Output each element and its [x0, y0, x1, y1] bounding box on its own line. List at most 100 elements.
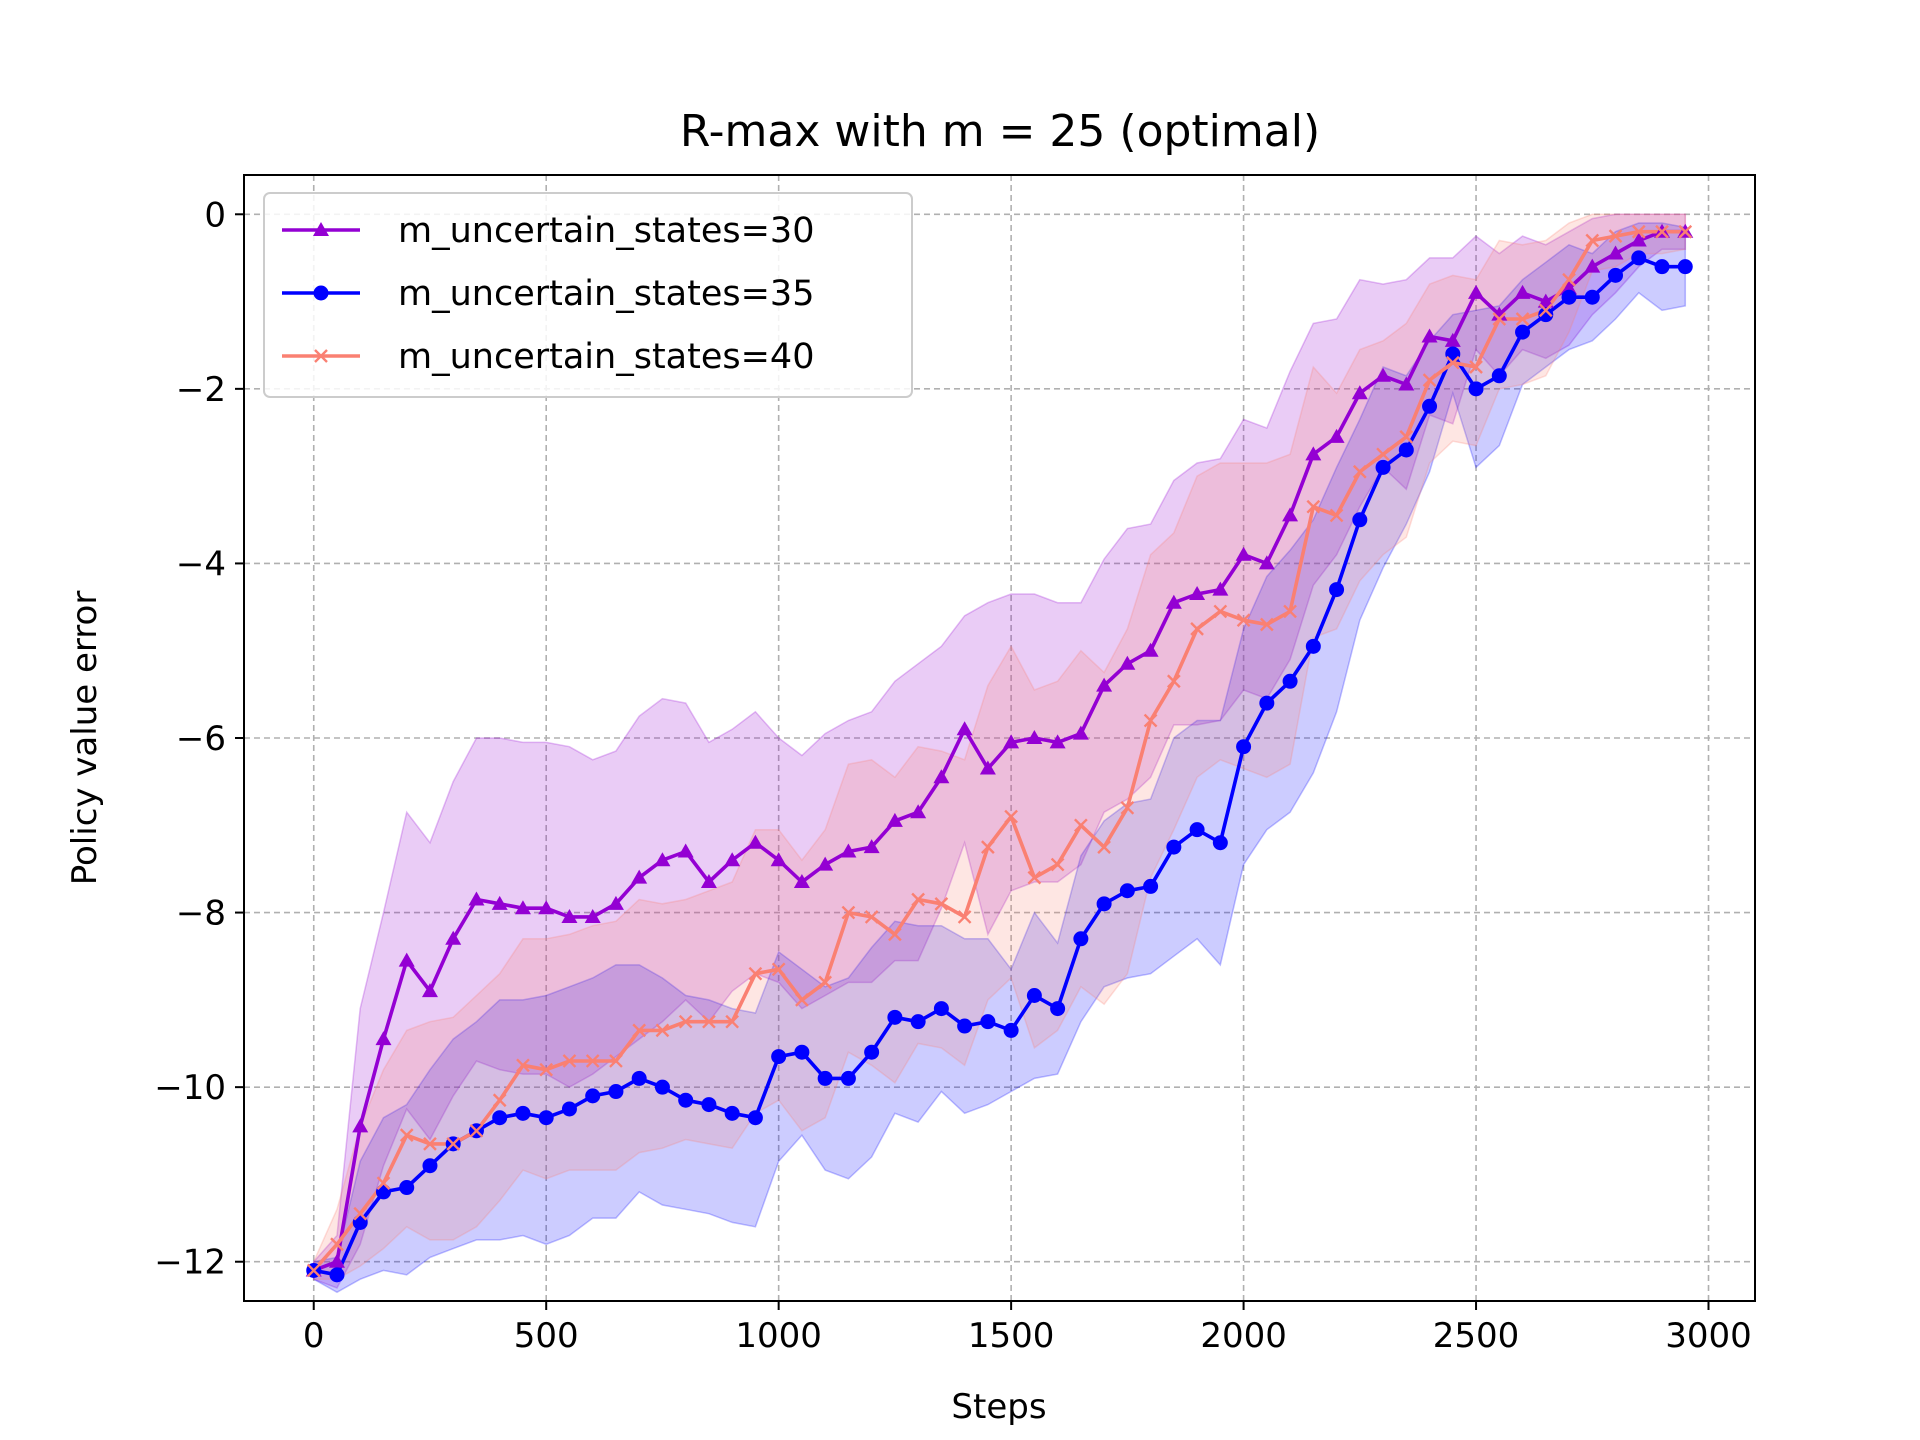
- data-point-marker: [1584, 258, 1601, 273]
- data-point-marker: [1608, 267, 1624, 283]
- data-point-marker: [609, 1054, 623, 1068]
- data-point-marker: [980, 1014, 996, 1030]
- data-point-marker: [584, 908, 601, 923]
- data-point-marker: [1259, 617, 1274, 632]
- data-point-marker: [793, 874, 810, 889]
- data-point-marker: [863, 839, 880, 854]
- data-point-marker: [421, 983, 438, 998]
- data-point-marker: [538, 1110, 554, 1126]
- data-point-marker: [1445, 355, 1460, 370]
- data-point-marker: [313, 285, 329, 301]
- data-point-marker: [979, 760, 996, 775]
- data-point-marker: [1305, 446, 1322, 461]
- data-point-marker: [1050, 1001, 1066, 1017]
- data-point-marker: [770, 852, 787, 867]
- data-point-marker: [1329, 508, 1344, 523]
- data-point-marker: [1120, 800, 1135, 815]
- data-point-marker: [1027, 870, 1042, 885]
- data-point-marker: [910, 1014, 926, 1030]
- data-point-marker: [1143, 713, 1158, 728]
- data-point-marker: [423, 1137, 437, 1151]
- data-point-marker: [1469, 360, 1483, 374]
- chart-title: R-max with m = 25 (optimal): [680, 106, 1320, 157]
- data-point-marker: [1376, 447, 1390, 462]
- data-point-marker: [841, 905, 856, 920]
- data-point-marker: [1561, 289, 1577, 305]
- data-point-marker: [1352, 512, 1368, 528]
- data-point-marker: [1654, 259, 1670, 275]
- data-point-marker: [1468, 284, 1485, 299]
- data-point-marker: [748, 966, 763, 981]
- data-point-marker: [934, 896, 949, 911]
- legend-label: m_uncertain_states=35: [398, 274, 814, 314]
- y-tick-label: −6: [176, 719, 226, 759]
- data-point-marker: [1073, 931, 1089, 947]
- data-point-marker: [1468, 381, 1484, 397]
- data-point-marker: [910, 804, 927, 819]
- data-point-marker: [516, 1058, 530, 1073]
- data-point-marker: [608, 1084, 624, 1100]
- data-point-marker: [1398, 376, 1415, 391]
- x-tick-label: 2000: [1200, 1316, 1287, 1356]
- data-point-marker: [1538, 307, 1554, 323]
- data-point-marker: [888, 927, 902, 942]
- data-point-marker: [840, 1070, 856, 1086]
- data-point-marker: [677, 843, 694, 858]
- x-tick-label: 500: [514, 1316, 579, 1356]
- data-point-marker: [376, 1176, 391, 1191]
- data-point-marker: [539, 1062, 554, 1077]
- data-point-marker: [911, 892, 925, 907]
- data-point-marker: [1212, 581, 1229, 596]
- axis-ticks: 0 500 1000 1500 2000 2500 3000 0 −2 −4 −6 −8 −10 −12: [154, 195, 1752, 1356]
- data-point-marker: [1190, 622, 1204, 636]
- data-point-marker: [328, 1253, 345, 1268]
- data-point-marker: [795, 993, 809, 1007]
- data-point-marker: [1398, 442, 1414, 458]
- data-point-marker: [585, 1054, 600, 1068]
- data-point-marker: [747, 1110, 763, 1126]
- data-point-marker: [747, 834, 764, 849]
- x-tick-label: 1000: [735, 1316, 822, 1356]
- data-point-marker: [1050, 857, 1065, 872]
- data-point-marker: [1515, 324, 1531, 340]
- data-point-marker: [469, 1123, 484, 1138]
- data-point-marker: [515, 1105, 531, 1121]
- data-point-marker: [375, 1184, 391, 1200]
- data-point-marker: [306, 1263, 321, 1278]
- x-axis-label: Steps: [951, 1387, 1046, 1427]
- x-tick-label: 3000: [1665, 1316, 1752, 1356]
- data-point-marker: [1655, 224, 1669, 239]
- data-point-marker: [1235, 546, 1252, 561]
- data-point-marker: [1584, 289, 1600, 305]
- data-point-marker: [1142, 642, 1159, 657]
- data-point-marker: [1445, 346, 1461, 362]
- data-point-marker: [886, 812, 903, 827]
- data-point-marker: [1236, 613, 1251, 628]
- data-point-marker: [1049, 734, 1066, 749]
- data-point-marker: [655, 1023, 670, 1038]
- data-point-marker: [864, 910, 879, 924]
- data-point-marker: [1607, 245, 1624, 260]
- data-point-marker: [1004, 809, 1018, 824]
- data-point-marker: [818, 975, 833, 990]
- data-point-marker: [1352, 464, 1367, 479]
- series-line: [312, 229, 1686, 1272]
- data-point-marker: [445, 930, 462, 945]
- legend-label: m_uncertain_states=30: [398, 211, 814, 251]
- data-point-marker: [933, 769, 950, 784]
- data-point-marker: [1282, 507, 1299, 522]
- data-point-marker: [562, 1054, 577, 1068]
- data-point-marker: [1072, 725, 1089, 740]
- x-tick-label: 0: [303, 1316, 325, 1356]
- data-point-marker: [840, 843, 857, 858]
- data-point-marker: [702, 1014, 716, 1029]
- data-point-marker: [933, 1001, 949, 1017]
- data-point-marker: [330, 1237, 344, 1252]
- data-point-marker: [654, 1079, 670, 1095]
- data-point-marker: [1189, 822, 1205, 838]
- data-point-marker: [1422, 373, 1437, 387]
- data-point-marker: [631, 869, 648, 884]
- data-point-marker: [1329, 582, 1345, 598]
- data-point-marker: [1351, 385, 1368, 400]
